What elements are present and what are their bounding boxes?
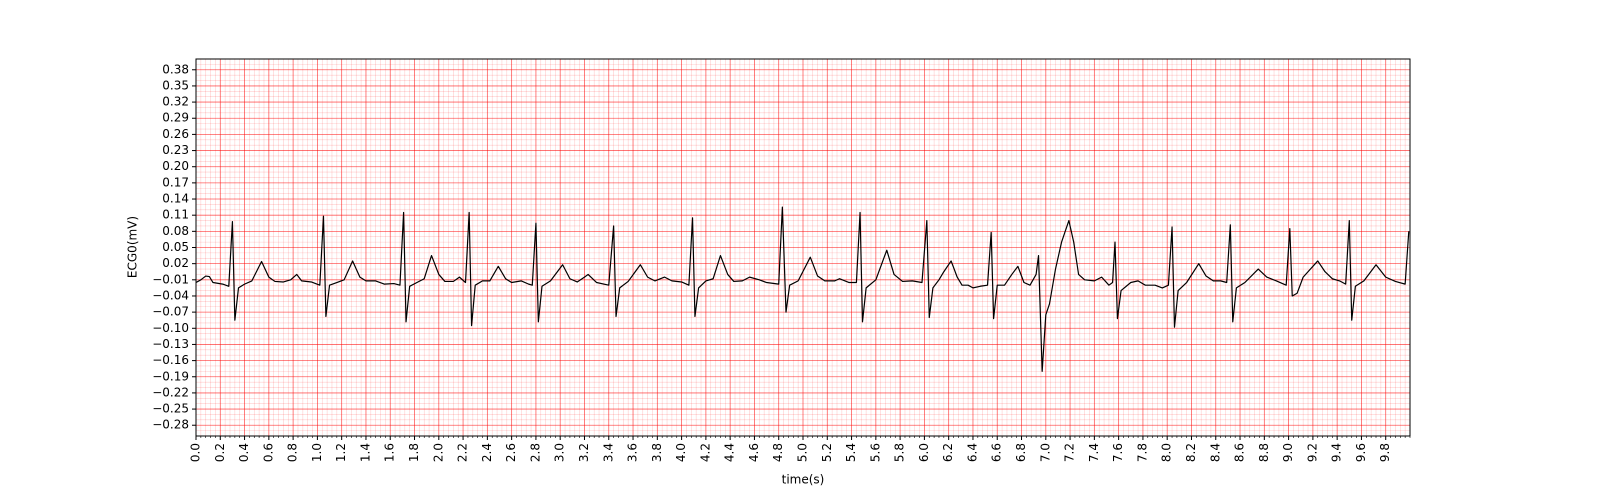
- y-tick-label: 0.23: [162, 143, 189, 157]
- y-tick-label: −0.13: [152, 337, 189, 351]
- y-tick-label: 0.29: [162, 111, 189, 125]
- y-tick-label: 0.20: [162, 159, 189, 173]
- y-tick-label: 0.02: [162, 256, 189, 270]
- y-tick-label: −0.04: [152, 288, 189, 302]
- x-tick-label: 8.4: [1208, 443, 1222, 462]
- x-tick-label: 1.6: [383, 443, 397, 462]
- ecg-line: [195, 206, 1410, 372]
- x-tick-label: 0.8: [286, 443, 300, 462]
- x-tick-label: 0.2: [213, 443, 227, 462]
- x-tick-label: 1.4: [358, 443, 372, 462]
- y-tick-label: 0.14: [162, 192, 189, 206]
- x-tick-label: 7.8: [1135, 443, 1149, 462]
- x-tick-label: 9.8: [1378, 443, 1392, 462]
- y-tick-label: −0.16: [152, 353, 189, 367]
- y-tick-label: −0.10: [152, 321, 189, 335]
- x-tick-label: 2.0: [431, 443, 445, 462]
- y-tick-label: −0.01: [152, 272, 189, 286]
- x-tick-label: 1.2: [334, 443, 348, 462]
- x-tick-label: 7.2: [1063, 443, 1077, 462]
- x-tick-label: 5.8: [893, 443, 907, 462]
- y-tick-label: 0.32: [162, 95, 189, 109]
- x-tick-label: 4.8: [771, 443, 785, 462]
- x-tick-label: 8.0: [1160, 443, 1174, 462]
- x-tick-label: 8.6: [1233, 443, 1247, 462]
- x-tick-label: 6.0: [917, 443, 931, 462]
- x-tick-label: 7.6: [1111, 443, 1125, 462]
- y-tick-label: −0.22: [152, 385, 189, 399]
- x-tick-label: 2.8: [528, 443, 542, 462]
- x-tick-label: 9.4: [1330, 443, 1344, 462]
- x-tick-label: 8.2: [1184, 443, 1198, 462]
- y-tick-label: −0.25: [152, 402, 189, 416]
- x-tick-label: 0.4: [237, 443, 251, 462]
- x-tick-label: 3.6: [626, 443, 640, 462]
- x-tick-label: 2.6: [504, 443, 518, 462]
- y-tick-label: 0.05: [162, 240, 189, 254]
- x-tick-label: 2.4: [480, 443, 494, 462]
- x-tick-label: 2.2: [456, 443, 470, 462]
- y-tick-label: −0.28: [152, 418, 189, 432]
- y-tick-label: −0.07: [152, 305, 189, 319]
- x-tick-label: 3.2: [577, 443, 591, 462]
- y-tick-label: 0.26: [162, 127, 189, 141]
- x-tick-label: 3.4: [601, 443, 615, 462]
- x-tick-label: 3.0: [553, 443, 567, 462]
- x-tick-label: 3.8: [650, 443, 664, 462]
- x-tick-label: 6.8: [1014, 443, 1028, 462]
- x-tick-label: 6.4: [965, 443, 979, 462]
- plot-frame: [195, 58, 1411, 437]
- x-tick-label: 5.2: [820, 443, 834, 462]
- x-tick-label: 0.0: [189, 443, 203, 462]
- y-tick-label: 0.17: [162, 175, 189, 189]
- x-tick-label: 4.4: [723, 443, 737, 462]
- x-tick-label: 4.2: [698, 443, 712, 462]
- x-tick-label: 5.6: [868, 443, 882, 462]
- y-tick-label: −0.19: [152, 369, 189, 383]
- y-tick-label: 0.35: [162, 78, 189, 92]
- y-axis-label: ECG0(mV): [126, 216, 140, 278]
- y-tick-label: 0.38: [162, 62, 189, 76]
- x-tick-label: 5.0: [796, 443, 810, 462]
- x-tick-label: 9.2: [1305, 443, 1319, 462]
- x-tick-label: 1.8: [407, 443, 421, 462]
- x-tick-label: 9.0: [1281, 443, 1295, 462]
- x-tick-label: 0.6: [261, 443, 275, 462]
- x-tick-label: 7.4: [1087, 443, 1101, 462]
- x-tick-label: 1.0: [310, 443, 324, 462]
- y-tick-label: 0.08: [162, 224, 189, 238]
- x-tick-label: 7.0: [1038, 443, 1052, 462]
- x-tick-label: 4.6: [747, 443, 761, 462]
- x-tick-label: 4.0: [674, 443, 688, 462]
- y-tick-label: 0.11: [162, 208, 189, 222]
- x-tick-label: 6.2: [941, 443, 955, 462]
- x-axis-label: time(s): [782, 473, 825, 487]
- x-tick-label: 5.4: [844, 443, 858, 462]
- x-tick-label: 9.6: [1354, 443, 1368, 462]
- x-tick-label: 8.8: [1257, 443, 1271, 462]
- x-tick-label: 6.6: [990, 443, 1004, 462]
